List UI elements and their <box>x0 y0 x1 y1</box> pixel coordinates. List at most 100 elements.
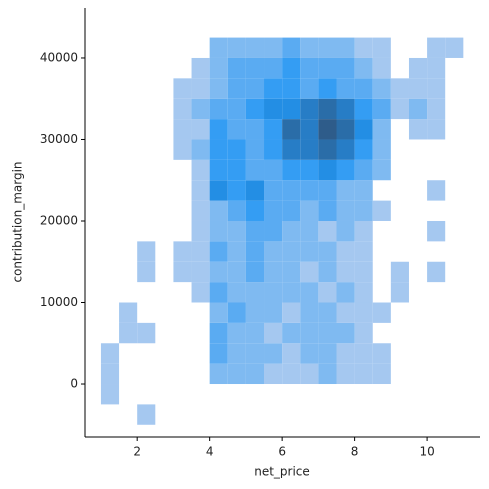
bin-cell <box>209 57 228 79</box>
bin-cell <box>245 220 265 242</box>
bin-cell <box>245 322 265 344</box>
bin-cell <box>227 302 246 323</box>
bin-cell <box>408 78 428 99</box>
bin-cell <box>282 57 301 79</box>
bin-cell <box>336 302 355 323</box>
bin-cell <box>137 261 156 283</box>
bin-cell <box>264 322 283 344</box>
bin-cell <box>227 200 246 221</box>
bin-cell <box>354 78 373 99</box>
bin-cell <box>300 302 319 323</box>
bin-cell <box>119 302 138 323</box>
bin-cell <box>282 261 301 283</box>
bin-cell <box>408 57 428 79</box>
bin-cell <box>300 57 319 79</box>
bin-cell <box>264 119 283 140</box>
bin-cell <box>209 282 228 303</box>
bin-cell <box>227 159 246 181</box>
bin-cell <box>427 180 446 201</box>
bin-cell <box>227 343 246 364</box>
bin-cell <box>137 322 156 344</box>
bin-cell <box>300 139 319 160</box>
bin-cell <box>282 343 301 364</box>
bin-cell <box>227 363 246 385</box>
bin-cell <box>119 322 138 344</box>
bin-cell <box>372 200 391 221</box>
bin-cell <box>336 180 355 201</box>
bin-cell <box>264 282 283 303</box>
bin-cell <box>300 180 319 201</box>
bin-cell <box>372 139 391 160</box>
bin-cell <box>282 37 301 58</box>
x-tick-label: 2 <box>133 445 141 459</box>
bin-cell <box>209 37 228 58</box>
bin-cell <box>209 220 228 242</box>
bin-cell <box>427 220 446 242</box>
bin-cell <box>227 78 246 99</box>
bin-cell <box>282 98 301 120</box>
bin-cell <box>245 343 265 364</box>
bin-cell <box>336 37 355 58</box>
bin-cell <box>318 139 337 160</box>
bin-cell <box>245 200 265 221</box>
y-tick-label: 40000 <box>40 50 78 64</box>
bin-cell <box>264 241 283 262</box>
bin-cell <box>300 119 319 140</box>
bin-cell <box>336 220 355 242</box>
bin-cell <box>354 322 373 344</box>
bin-cell <box>300 200 319 221</box>
y-tick-label: 20000 <box>40 213 78 227</box>
y-tick-label: 30000 <box>40 132 78 146</box>
bin-cell <box>264 180 283 201</box>
bin-cell <box>191 200 210 221</box>
bin-cell <box>372 159 391 181</box>
bin-cell <box>336 98 355 120</box>
bin-cell <box>191 261 210 283</box>
bin-cell <box>173 241 192 262</box>
bin-cell <box>191 78 210 99</box>
bin-cell <box>282 159 301 181</box>
bin-cell <box>245 57 265 79</box>
bin-cell <box>264 37 283 58</box>
bin-cell <box>245 37 265 58</box>
bin-cell <box>354 241 373 262</box>
bin-cell <box>245 241 265 262</box>
bin-cell <box>354 363 373 385</box>
bin-cell <box>300 343 319 364</box>
bin-cell <box>100 384 120 405</box>
bin-cell <box>427 98 446 120</box>
bin-cell <box>390 98 409 120</box>
bin-cell <box>209 302 228 323</box>
bin-cell <box>209 241 228 262</box>
bin-cell <box>264 261 283 283</box>
bin-cell <box>318 282 337 303</box>
bin-cell <box>245 159 265 181</box>
bin-cell <box>390 261 409 283</box>
bin-cell <box>318 98 337 120</box>
y-tick-label: 10000 <box>40 295 78 309</box>
bin-cell <box>336 200 355 221</box>
bin-cell <box>318 220 337 242</box>
bin-cell <box>282 220 301 242</box>
bin-cell <box>227 220 246 242</box>
bin-cell <box>191 119 210 140</box>
bin-cell <box>245 261 265 283</box>
bin-cell <box>282 180 301 201</box>
bin-cell <box>282 78 301 99</box>
bin-cell <box>227 180 246 201</box>
bin-cell <box>227 322 246 344</box>
bin-cell <box>209 200 228 221</box>
bin-cell <box>245 282 265 303</box>
bin-cell <box>336 363 355 385</box>
bin-cell <box>227 98 246 120</box>
bin-cell <box>264 363 283 385</box>
bin-cell <box>427 37 446 58</box>
bin-cell <box>137 404 156 425</box>
bin-cell <box>300 159 319 181</box>
bin-cell <box>227 119 246 140</box>
bin-cell <box>264 139 283 160</box>
bin-cell <box>336 241 355 262</box>
bin-cell <box>318 159 337 181</box>
bin-cell <box>282 282 301 303</box>
bin-cell <box>245 119 265 140</box>
